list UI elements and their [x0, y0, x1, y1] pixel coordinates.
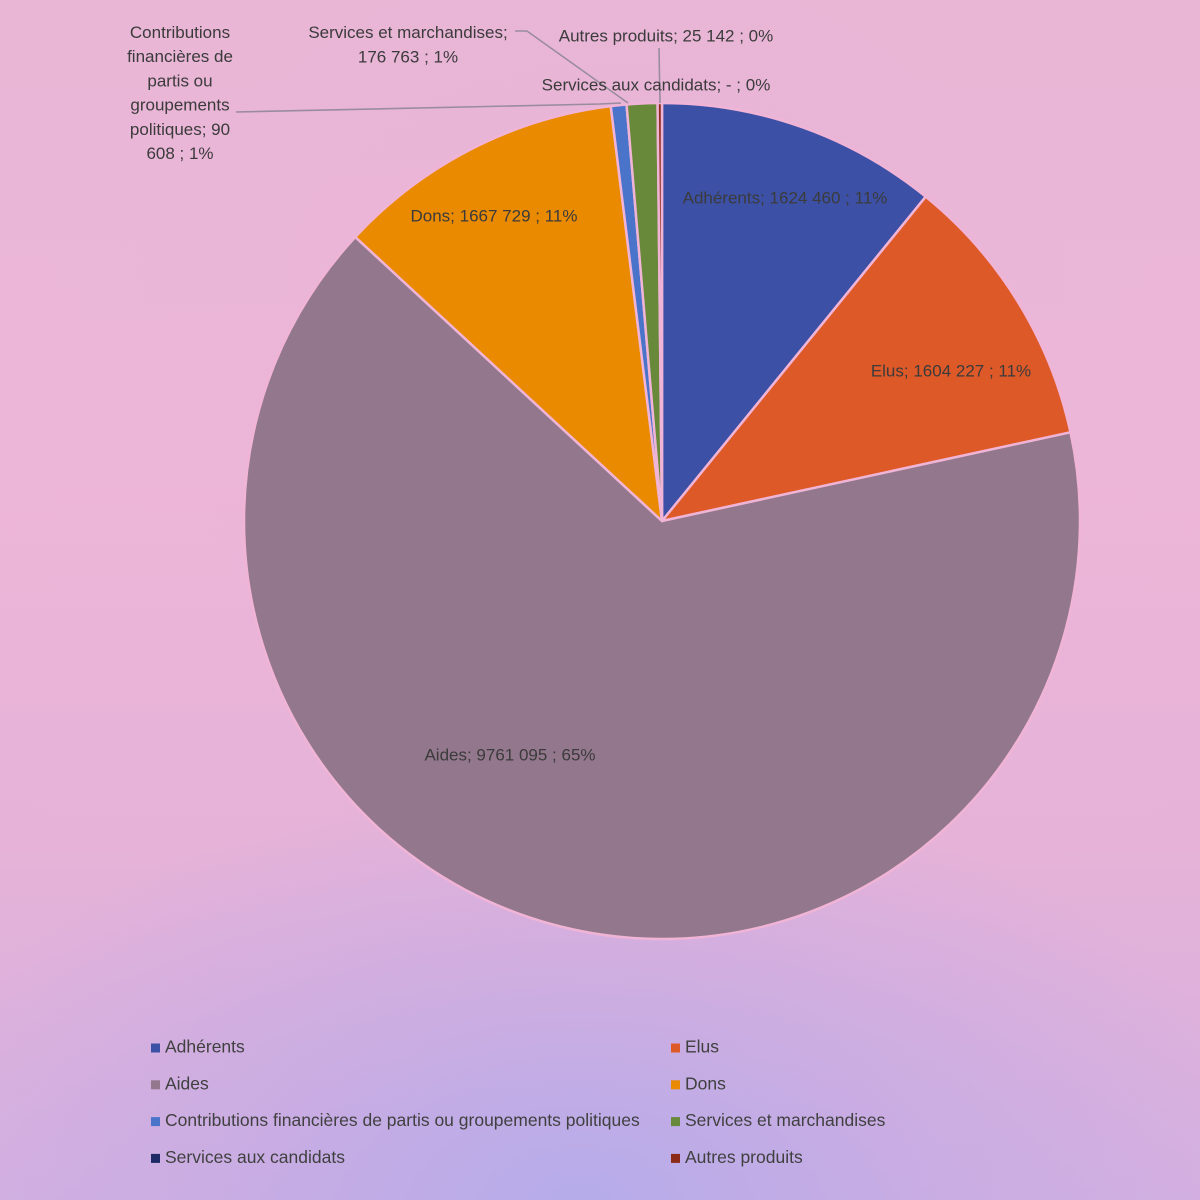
legend-label-services-et-marchandises: Services et marchandises: [685, 1110, 886, 1130]
legend-item-adherents: Adhérents: [151, 1037, 245, 1057]
legend-swatch-autres-produits: [671, 1153, 680, 1163]
legend-swatch-dons: [671, 1080, 680, 1090]
legend-label-adherents: Adhérents: [165, 1037, 245, 1057]
leader-line-services-et-marchandises: [515, 30, 629, 104]
legend-item-elus: Elus: [671, 1037, 719, 1057]
data-label-elus: Elus; 1604 227 ; 11%: [871, 361, 1031, 380]
legend-swatch-adherents: [151, 1043, 160, 1053]
pie-slice-dons: [354, 104, 664, 523]
legend-swatch-contributions-financieres-de-partis-ou-groupements-politiques: [151, 1117, 160, 1127]
legend-swatch-aides: [151, 1080, 160, 1090]
legend-swatch-services-et-marchandises: [671, 1117, 680, 1127]
data-label-services-et-marchandises: Services et marchandises; 176 763 ; 1%: [308, 23, 507, 67]
leader-lines: [235, 30, 661, 113]
pie-slice-elus: [660, 195, 1072, 523]
legend-item-services-aux-candidats: Services aux candidats: [151, 1147, 345, 1167]
data-label-autres-produits: Autres produits; 25 142 ; 0%: [559, 26, 774, 45]
legend-label-aides: Aides: [165, 1073, 209, 1093]
legend-label-contributions-financieres-de-partis-ou-groupements-politiques: Contributions financières de partis ou g…: [165, 1110, 640, 1130]
leader-line-autres-produits: [658, 47, 661, 104]
legend-label-elus: Elus: [685, 1037, 719, 1057]
legend: Adhérents Elus Aides Dons Contributions fina…: [151, 1037, 886, 1167]
legend-item-dons: Dons: [671, 1073, 726, 1093]
leader-line-contributions-financieres-de-partis-ou-groupements-politiques: [235, 102, 622, 113]
data-label-aides: Aides; 9761 095 ; 65%: [424, 745, 595, 764]
legend-swatch-services-aux-candidats: [151, 1153, 160, 1163]
legend-label-dons: Dons: [685, 1073, 726, 1093]
legend-swatch-elus: [671, 1043, 680, 1053]
legend-label-services-aux-candidats: Services aux candidats: [165, 1147, 345, 1167]
data-label-dons: Dons; 1667 729 ; 11%: [411, 206, 578, 225]
data-label-services-aux-candidats: Services aux candidats; - ; 0%: [542, 75, 771, 94]
data-labels: Adhérents; 1624 460 ; 11% Elus; 1604 227 …: [127, 23, 1031, 764]
legend-item-aides: Aides: [151, 1073, 209, 1093]
pie-slices: [242, 101, 1082, 941]
legend-item-services-et-marchandises: Services et marchandises: [671, 1110, 886, 1130]
legend-item-contributions-financieres-de-partis-ou-groupements-politiques: Contributions financières de partis ou g…: [151, 1110, 640, 1130]
legend-label-autres-produits: Autres produits: [685, 1147, 803, 1167]
pie-slice-autres-produits: [656, 101, 664, 523]
data-label-adherents: Adhérents; 1624 460 ; 11%: [683, 188, 888, 207]
legend-item-autres-produits: Autres produits: [671, 1147, 803, 1167]
data-label-contributions-financieres-de-partis-ou-groupements-politiques: Contributions financières de partis ou grou…: [127, 23, 233, 163]
pie-slice-aides: [242, 235, 1082, 941]
pie-slice-adherents: [660, 101, 927, 523]
